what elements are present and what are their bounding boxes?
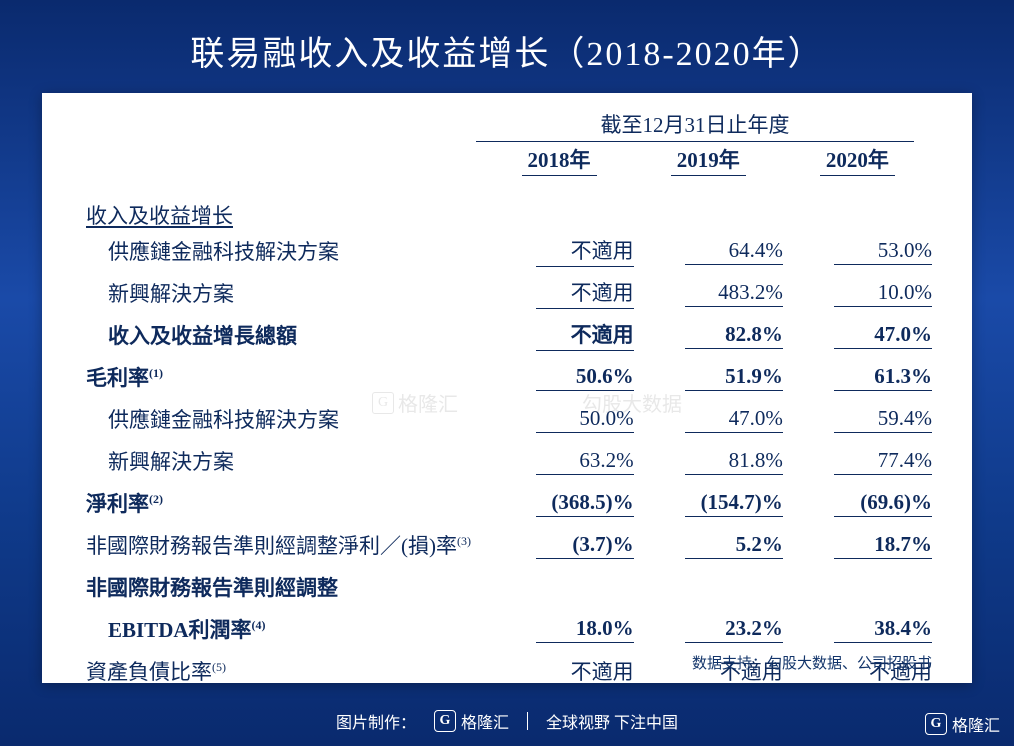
year-header-row: 2018年 2019年 2020年 <box>86 144 932 176</box>
table-row: 供應鏈金融科技解決方案 不適用 64.4% 53.0% <box>86 230 932 272</box>
section-revenue-growth: 收入及收益增长 <box>86 176 932 230</box>
brand-icon: G <box>434 710 456 732</box>
footer-made-label: 图片制作： <box>336 709 416 733</box>
data-support-note: 数据支持：勾股大数据、公司招股书 <box>692 652 932 673</box>
table-row: 非國際財務報告準則經調整淨利／(損)率(3) (3.7)% 5.2% 18.7% <box>86 524 932 566</box>
year-2020: 2020年 <box>820 144 895 176</box>
table-row: 非國際財務報告準則經調整 <box>86 566 932 608</box>
row-label: 收入及收益增長總額 <box>86 314 484 356</box>
table-row: 毛利率(1) 50.6% 51.9% 61.3% <box>86 356 932 398</box>
row-label: 供應鏈金融科技解決方案 <box>86 230 484 272</box>
watermark-gogudata: 勾股大数据 <box>582 388 682 417</box>
table-row: 新興解決方案 不適用 483.2% 10.0% <box>86 272 932 314</box>
footer-brand-right: G 格隆汇 <box>925 712 1000 736</box>
footer-slogan: 全球视野 下注中国 <box>546 709 678 733</box>
financial-table: 2018年 2019年 2020年 收入及收益增长 供應鏈金融科技解決方案 不適… <box>86 144 932 692</box>
table-row: 淨利率(2) (368.5)% (154.7)% (69.6)% <box>86 482 932 524</box>
year-2018: 2018年 <box>522 144 597 176</box>
year-2019: 2019年 <box>671 144 746 176</box>
row-label: 淨利率(2) <box>86 482 484 524</box>
row-label: 非國際財務報告準則經調整淨利／(損)率(3) <box>86 524 484 566</box>
row-label: 資產負債比率(5) <box>86 650 484 692</box>
row-label: 非國際財務報告準則經調整 <box>86 566 932 608</box>
content-card: 截至12月31日止年度 2018年 2019年 2020年 收入及收益增长 供應… <box>42 93 972 683</box>
slide-background: 联易融收入及收益增长（2018-2020年） 截至12月31日止年度 2018年… <box>0 0 1014 746</box>
table-row: 供應鏈金融科技解決方案 50.0% 47.0% 59.4% <box>86 398 932 440</box>
table-row: 新興解決方案 63.2% 81.8% 77.4% <box>86 440 932 482</box>
row-label: 新興解決方案 <box>86 440 484 482</box>
brand-icon: G <box>925 713 947 735</box>
row-label: EBITDA利潤率(4) <box>86 608 484 650</box>
period-header: 截至12月31日止年度 <box>476 109 914 142</box>
footer-brand: G 格隆汇 <box>434 709 509 733</box>
table-row: 收入及收益增長總額 不適用 82.8% 47.0% <box>86 314 932 356</box>
watermark-gelonghui: G格隆汇 <box>372 388 458 417</box>
slide-title: 联易融收入及收益增长（2018-2020年） <box>190 26 823 75</box>
footer-bar: 图片制作： G 格隆汇 全球视野 下注中国 <box>0 704 1014 746</box>
row-label: 新興解決方案 <box>86 272 484 314</box>
table-row: EBITDA利潤率(4) 18.0% 23.2% 38.4% <box>86 608 932 650</box>
divider <box>527 712 528 730</box>
